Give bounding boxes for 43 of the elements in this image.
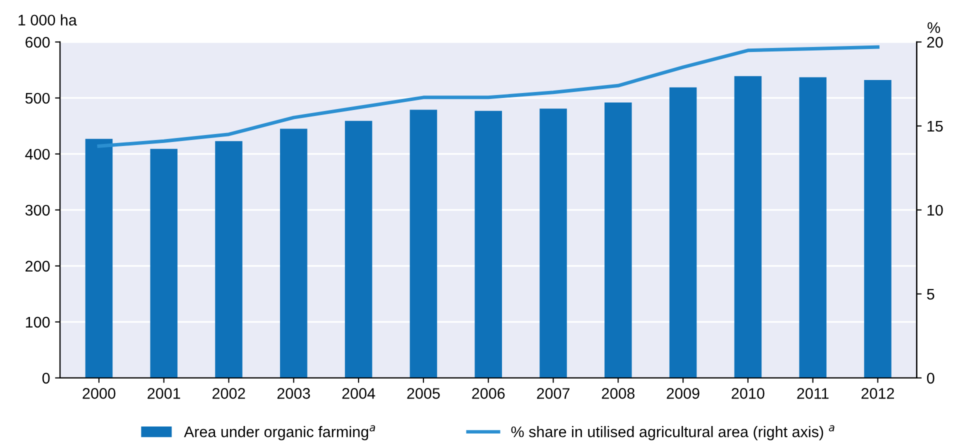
bar (85, 138, 113, 378)
x-tick-label: 2009 (666, 388, 700, 399)
y-tick-label: 500 (25, 92, 50, 104)
x-tick-label: 2005 (407, 388, 440, 399)
x-tick-label: 2002 (212, 388, 245, 399)
bar (344, 120, 372, 378)
x-tick-label: 2006 (472, 388, 505, 399)
y-tick-label: 600 (26, 36, 50, 48)
legend-label: % share in utilised agricultural area (right axis) $^{a}$ (511, 425, 834, 440)
bar (734, 76, 762, 378)
y2-axis-title: % (928, 22, 940, 33)
y-tick-label: 100 (26, 316, 50, 328)
x-tick-label: 2011 (797, 388, 829, 399)
y2-tick-label: 15 (928, 120, 943, 132)
legend-label: Area under organic farming$^{a}$ (184, 425, 376, 440)
x-tick-label: 2012 (862, 388, 894, 399)
bar (474, 110, 502, 378)
bar (864, 80, 892, 378)
bar (799, 77, 826, 378)
y2-tick-label: 10 (928, 204, 943, 216)
y-tick-label: 300 (25, 204, 50, 216)
y-tick-label: 400 (25, 148, 50, 160)
x-tick-label: 2000 (82, 388, 116, 399)
x-tick-label: 2010 (732, 388, 764, 399)
y2-tick-label: 5 (927, 288, 934, 300)
x-tick-label: 2008 (602, 388, 634, 399)
y-tick-label: 200 (26, 260, 50, 272)
x-tick-label: 2001 (148, 388, 180, 399)
x-tick-label: 2007 (537, 388, 570, 399)
bar (215, 141, 242, 378)
bar (410, 110, 438, 378)
y-axis-title: 1 000 ha (18, 14, 77, 26)
line-series (97, 45, 880, 148)
bar (669, 87, 697, 378)
bar (540, 108, 567, 378)
y2-tick-label: 0 (927, 372, 934, 384)
y-tick-label: 0 (42, 372, 50, 384)
bar (604, 102, 632, 378)
y2-tick-label: 20 (927, 36, 943, 48)
bar (150, 148, 178, 378)
x-tick-label: 2003 (277, 388, 310, 399)
x-tick-label: 2004 (342, 388, 376, 399)
bar (280, 128, 308, 378)
